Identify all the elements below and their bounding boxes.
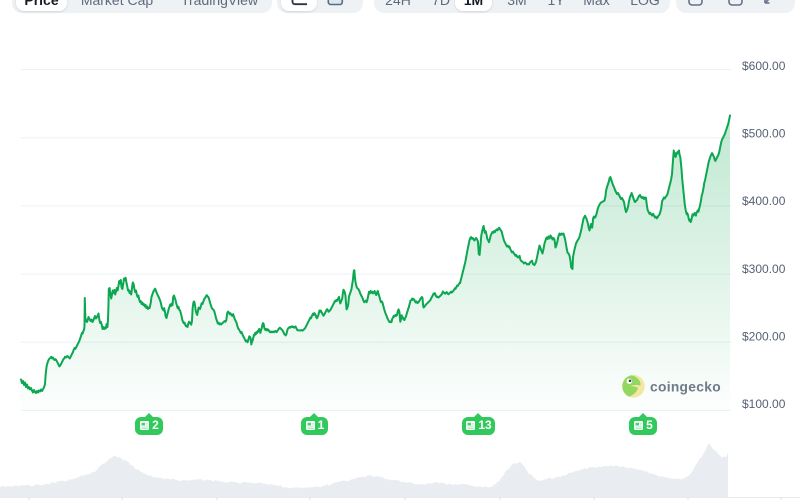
- svg-text:$600.00: $600.00: [742, 59, 786, 73]
- svg-text:$500.00: $500.00: [742, 127, 786, 141]
- svg-text:$300.00: $300.00: [742, 262, 786, 276]
- svg-text:$100.00: $100.00: [742, 397, 786, 411]
- svg-text:$200.00: $200.00: [742, 329, 786, 343]
- svg-text:coingecko: coingecko: [650, 379, 721, 394]
- svg-text:$400.00: $400.00: [742, 194, 786, 208]
